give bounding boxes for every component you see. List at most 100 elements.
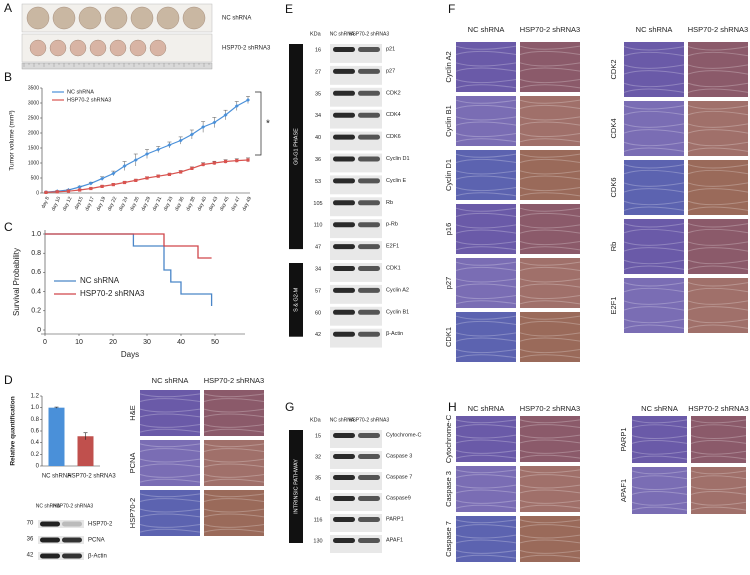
marker [77, 185, 82, 189]
blot-label: Cyclin D1 [386, 156, 410, 162]
tissue-texture [623, 147, 685, 152]
ihc-image [688, 101, 748, 156]
x-tick-label: day 33 [163, 196, 175, 212]
y-tick-label: 2000 [28, 130, 39, 136]
tissue-texture [519, 138, 581, 143]
marker [78, 188, 82, 192]
tissue-texture [455, 504, 517, 509]
tissue-texture [631, 450, 688, 455]
tumor [156, 6, 180, 30]
blot-label: Cyclin E [386, 178, 407, 184]
lane-label: HSP70-2 shRNA3 [349, 31, 390, 37]
y-axis-label: Tumor volume (mm³) [9, 110, 16, 170]
tissue-texture [139, 393, 201, 398]
blot-label: Caspase 7 [386, 474, 412, 480]
y-tick-label: 3000 [28, 100, 39, 106]
row-label: CDK6 [609, 177, 618, 197]
blot-label: Cytochrome-C [386, 432, 421, 438]
tissue-texture [519, 187, 581, 192]
tissue-texture [203, 413, 265, 418]
x-tick-label: day 24 [118, 196, 130, 212]
ihc-image [140, 440, 200, 486]
tissue-texture [687, 105, 749, 110]
tissue-texture [519, 332, 581, 337]
tissue-texture [519, 354, 581, 359]
tissue-texture [687, 287, 749, 293]
kda: 35 [315, 91, 321, 97]
legend-label: HSP70-2 shRNA3 [67, 97, 111, 103]
tissue-texture [455, 439, 517, 444]
tissue-texture [687, 182, 749, 187]
tissue-texture [519, 484, 581, 489]
legend-label: HSP70-2 shRNA3 [80, 289, 145, 298]
tissue-texture [623, 110, 685, 116]
tissue-texture [623, 223, 685, 228]
tissue-texture [631, 439, 688, 444]
y-tick-label: 0 [36, 464, 40, 470]
tissue-texture [519, 519, 581, 524]
y-tick-label: 1500 [28, 145, 39, 151]
tissue-texture [203, 493, 265, 498]
tissue-texture [455, 153, 517, 158]
tissue-texture [455, 354, 517, 359]
ihc-image [691, 467, 746, 514]
blot-band [62, 521, 82, 527]
x-tick-label: day 17 [84, 196, 96, 212]
x-tick-label: day 8 [40, 196, 51, 210]
row-label: HSP70-2 [128, 498, 137, 528]
tissue-texture [519, 207, 581, 212]
row-label: Caspase 3 [444, 471, 453, 507]
tissue-texture [519, 229, 581, 234]
tissue-texture [687, 259, 749, 265]
ihc-image [140, 490, 200, 536]
tissue-texture [519, 295, 581, 300]
blot-label: Caspase9 [386, 495, 411, 501]
blot-band [333, 454, 355, 459]
tissue-texture [455, 266, 517, 271]
tissue-texture [631, 470, 688, 475]
column-label: NC shRNA [468, 404, 505, 413]
lane-label: NC shRNA [330, 417, 355, 423]
ruler [21, 62, 213, 70]
tissue-texture [203, 508, 265, 513]
blot-label: p27 [386, 68, 395, 74]
y-tick-label: 500 [31, 175, 40, 181]
kda: 35 [315, 475, 321, 481]
marker [167, 172, 172, 176]
ihc-image [520, 204, 580, 254]
tissue-texture [623, 188, 685, 193]
tissue-texture [519, 99, 581, 104]
tumor [78, 6, 102, 30]
tumor [130, 6, 154, 30]
tissue-texture [623, 300, 685, 305]
tissue-texture [519, 283, 581, 288]
tissue-texture [519, 261, 581, 266]
blot-strip [38, 552, 84, 560]
tissue-texture [455, 138, 517, 143]
tissue-texture [455, 116, 517, 121]
kda: 16 [315, 47, 321, 53]
tissue-texture [203, 474, 265, 478]
tissue-texture [203, 513, 265, 518]
x-tick-label: day 45 [219, 196, 231, 212]
blot-band [40, 553, 60, 559]
tissue-texture [519, 278, 581, 283]
tissue-texture [519, 133, 581, 138]
blot-strip [330, 430, 382, 448]
photo-label: HSP70-2 shRNA3 [222, 46, 271, 52]
tissue-texture [455, 469, 517, 474]
tissue-texture [203, 463, 265, 468]
tissue-texture [631, 435, 688, 440]
blot-band [62, 553, 82, 559]
tissue-texture [455, 320, 517, 325]
panel-label: F [448, 2, 455, 16]
blot-band [333, 266, 355, 271]
tissue-texture [519, 469, 581, 474]
tissue-texture [519, 224, 581, 229]
blot-band [333, 433, 355, 438]
tissue-texture [203, 524, 265, 528]
marker [156, 147, 161, 152]
tissue-texture [455, 45, 517, 50]
blot-band [333, 112, 355, 118]
tissue-texture [455, 534, 517, 539]
